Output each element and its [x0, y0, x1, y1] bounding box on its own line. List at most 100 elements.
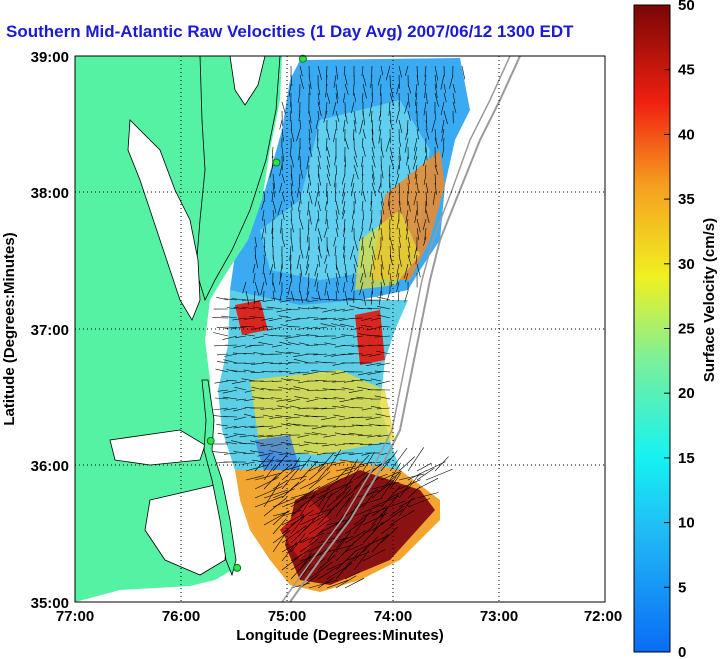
velocity-arrow	[257, 425, 274, 428]
velocity-arrow	[353, 514, 369, 526]
velocity-arrow	[279, 182, 283, 192]
lon-tick-label: 72:00	[584, 608, 622, 625]
velocity-arrow	[344, 483, 362, 499]
velocity-arrow	[317, 101, 322, 117]
velocity-arrow	[415, 173, 418, 185]
velocity-arrow	[281, 101, 286, 115]
velocity-arrow	[317, 200, 321, 212]
velocity-arrow	[297, 200, 301, 212]
lon-tick-label: 77:00	[56, 608, 94, 625]
velocity-arrow	[325, 209, 328, 225]
velocity-arrow	[398, 191, 401, 205]
velocity-arrow	[425, 92, 428, 105]
velocity-arrow	[377, 245, 382, 260]
velocity-arrow	[361, 407, 373, 411]
velocity-arrow	[335, 200, 340, 215]
velocity-arrow	[415, 254, 418, 265]
velocity-arrow	[371, 110, 373, 123]
velocity-arrow	[263, 236, 266, 248]
velocity-arrow	[353, 523, 376, 544]
velocity-arrow	[335, 485, 352, 499]
velocity-arrow	[299, 155, 301, 167]
velocity-arrow	[326, 449, 342, 472]
velocity-arrow	[321, 416, 337, 421]
velocity-arrow	[441, 146, 445, 158]
velocity-arrow	[299, 245, 304, 259]
velocity-arrow	[434, 65, 439, 81]
velocity-arrow	[370, 200, 373, 211]
velocity-arrow	[233, 416, 247, 421]
velocity-arrow	[231, 298, 247, 301]
velocity-arrow	[250, 440, 265, 445]
velocity-arrow	[332, 362, 346, 366]
velocity-arrow	[308, 173, 311, 186]
velocity-arrow	[308, 146, 313, 158]
velocity-arrow	[335, 272, 339, 286]
velocity-arrow	[317, 146, 321, 158]
velocity-arrow	[344, 459, 358, 481]
velocity-arrow	[404, 290, 409, 303]
velocity-arrow	[362, 191, 366, 202]
velocity-arrow	[226, 379, 238, 382]
velocity-arrow	[434, 164, 439, 175]
velocity-arrow	[424, 74, 427, 85]
velocity-arrow	[452, 83, 456, 93]
velocity-arrow	[272, 453, 289, 472]
velocity-arrow	[333, 236, 337, 247]
velocity-arrow	[280, 218, 283, 234]
velocity-arrow	[257, 452, 274, 457]
velocity-arrow	[253, 272, 256, 284]
contour-line	[289, 56, 521, 602]
velocity-arrow	[281, 541, 297, 562]
velocity-arrow	[356, 396, 373, 400]
velocity-arrow	[349, 443, 364, 445]
velocity-arrow	[308, 218, 310, 231]
velocity-arrow	[375, 380, 391, 385]
velocity-arrow	[313, 317, 328, 320]
velocity-arrow	[331, 353, 346, 357]
velocity-arrow	[279, 341, 292, 346]
velocity-arrow	[353, 454, 370, 472]
velocity-arrow	[233, 344, 247, 348]
velocity-arrow	[371, 164, 375, 180]
velocity-arrow	[414, 209, 418, 223]
velocity-arrow	[290, 74, 293, 87]
velocity-arrow	[323, 110, 328, 123]
velocity-arrow	[353, 110, 357, 125]
lat-tick-label: 37:00	[31, 322, 69, 339]
velocity-arrow	[362, 290, 366, 306]
velocity-arrow	[434, 83, 438, 98]
velocity-arrow	[263, 482, 281, 508]
velocity-arrow	[365, 416, 382, 420]
velocity-arrow	[344, 552, 359, 571]
velocity-arrow	[272, 182, 275, 198]
velocity-arrow	[371, 227, 375, 239]
velocity-arrow	[242, 281, 247, 294]
velocity-arrow	[389, 110, 392, 123]
velocity-arrow	[432, 191, 436, 206]
velocity-arrow	[335, 561, 351, 580]
velocity-arrow	[335, 83, 339, 99]
velocity-arrow	[281, 467, 300, 490]
velocity-arrow	[308, 137, 312, 151]
velocity-arrow	[326, 526, 345, 535]
velocity-arrow	[361, 65, 364, 76]
velocity-arrow	[343, 119, 346, 132]
velocity-arrow	[376, 305, 391, 310]
velocity-arrow	[299, 460, 318, 481]
velocity-arrow	[239, 442, 256, 445]
colorbar-tick-label: 25	[678, 321, 695, 338]
velocity-arrow	[416, 462, 432, 472]
velocity-arrow	[254, 236, 257, 248]
velocity-arrow	[405, 65, 409, 76]
velocity-arrow	[335, 575, 357, 589]
velocity-arrow	[431, 119, 436, 133]
velocity-arrow	[332, 101, 337, 115]
velocity-arrow	[416, 218, 421, 233]
velocity-arrow	[359, 119, 364, 135]
velocity-arrow	[290, 164, 293, 179]
velocity-arrow	[268, 317, 283, 322]
velocity-arrow	[367, 371, 382, 375]
x-axis-label: Longitude (Degrees:Minutes)	[236, 627, 444, 644]
velocity-arrow	[378, 110, 382, 121]
